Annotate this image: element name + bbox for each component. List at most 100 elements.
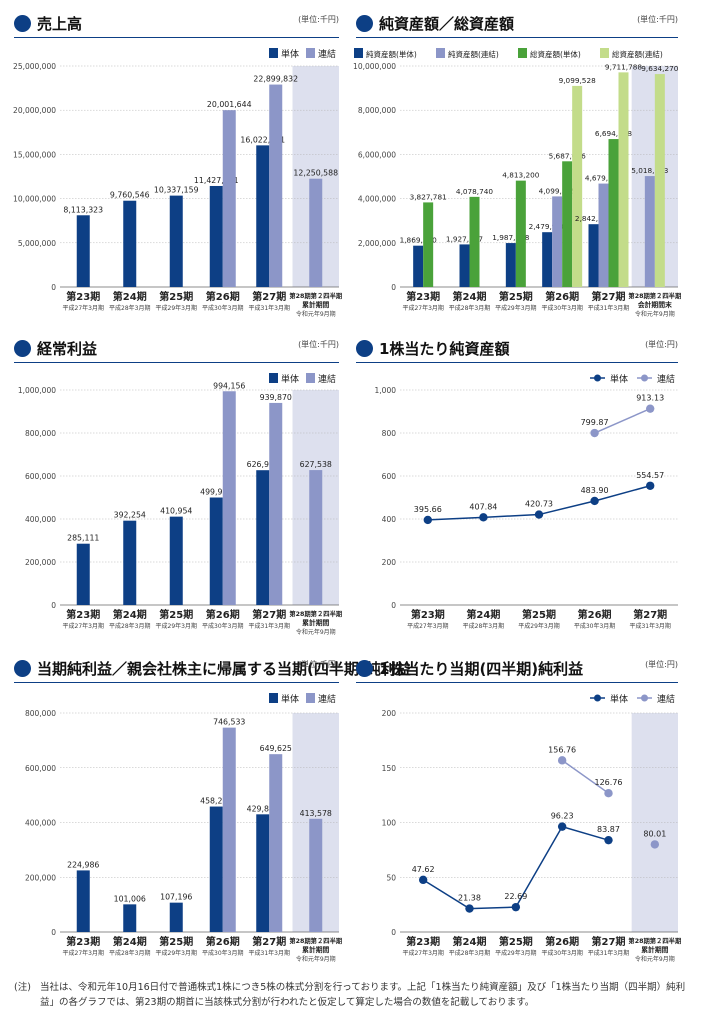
bar-単体 [169, 516, 183, 605]
y-tick-label: 600,000 [25, 472, 56, 481]
legend-marker [594, 374, 601, 382]
bar-data-label: 499,935 [200, 488, 232, 497]
bar-単体 [256, 470, 270, 605]
x-subcategory-label: 平成27年3月期 [407, 622, 448, 630]
x-subcategory-label: 令和元年9月期 [635, 310, 675, 318]
x-subcategory-label: 平成31年3月期 [629, 622, 670, 630]
bar-data-label: 4,078,740 [456, 187, 493, 196]
legend-label: 連結 [657, 693, 675, 705]
y-tick-label: 0 [51, 601, 56, 610]
y-tick-label: 150 [382, 764, 397, 773]
chart-panel-bps: 1株当たり純資産額 (単位:円) 連結 単体 0 200 400 600 800 1,000 第23… [356, 335, 678, 650]
bar-data-label: 224,986 [67, 860, 99, 869]
bar-data-label: 101,006 [114, 894, 146, 903]
bar-連結 [269, 754, 283, 932]
point-data-label: 47.62 [412, 865, 435, 874]
y-tick-label: 4,000,000 [358, 195, 396, 204]
bar-連結 [309, 178, 323, 287]
x-category-label: 第23期 [411, 608, 445, 621]
x-category-label: 第27期 [252, 608, 286, 621]
bar-総資産額(単体) [562, 161, 573, 287]
legend-swatch [600, 48, 609, 58]
legend-swatch [354, 48, 363, 58]
legend-label: 連結 [657, 373, 675, 385]
y-tick-label: 400 [382, 515, 397, 524]
bar-連結 [222, 110, 236, 287]
bar-単体 [256, 814, 270, 932]
x-subcategory-label: 平成27年3月期 [63, 622, 104, 630]
bar-data-label: 20,001,644 [207, 100, 252, 109]
series-line-連結 [594, 407, 651, 434]
x-subcategory-label: 平成29年3月期 [156, 949, 197, 957]
footnote: (注) 当社は、令和元年10月16日付で普通株式1株につき5株の株式分割を行って… [14, 980, 694, 1010]
bar-data-label: 746,533 [213, 718, 245, 727]
x-subcategory-label: 平成28年3月期 [449, 304, 490, 312]
legend-swatch [436, 48, 445, 58]
data-point-連結 [646, 404, 655, 413]
x-subcategory-label: 平成31年3月期 [588, 304, 629, 312]
point-data-label: 83.87 [597, 825, 620, 834]
data-point-単体 [590, 496, 599, 506]
title-rule [14, 682, 339, 683]
point-data-label: 96.23 [551, 812, 574, 821]
bar-純資産額(単体) [505, 243, 516, 287]
x-subcategory-label: 令和元年9月期 [296, 628, 336, 636]
y-tick-label: 2,000,000 [358, 239, 396, 248]
y-tick-label: 200 [382, 558, 397, 567]
point-data-label: 80.01 [643, 829, 666, 838]
x-category-label: 累計期間 [302, 618, 329, 627]
data-point-単体 [604, 835, 613, 845]
x-subcategory-label: 平成29年3月期 [518, 622, 559, 630]
y-tick-label: 6,000,000 [358, 150, 396, 159]
data-point-単体 [418, 875, 428, 885]
x-subcategory-label: 平成31年3月期 [249, 622, 290, 630]
x-category-label: 累計期間 [302, 945, 329, 954]
x-category-label: 第27期 [252, 935, 286, 948]
data-point-連結 [557, 756, 567, 765]
y-tick-label: 200,000 [25, 873, 56, 882]
bar-data-label: 22,899,832 [253, 75, 298, 84]
x-category-label: 第26期 [545, 290, 579, 303]
bar-純資産額(連結) [552, 196, 563, 287]
bar-単体 [169, 902, 183, 932]
x-category-label: 第24期 [453, 290, 487, 303]
data-point-単体 [479, 513, 488, 522]
bar-data-label: 10,337,159 [154, 186, 199, 195]
point-data-label: 407.84 [469, 502, 497, 511]
bar-data-label: 1,987,938 [492, 233, 529, 242]
legend-swatch [518, 48, 527, 58]
bar-data-label: 5,687,656 [549, 151, 586, 160]
unit-label: (単位:千円) [298, 660, 339, 669]
bar-総資産額(単体) [608, 139, 619, 287]
x-subcategory-label: 平成28年3月期 [109, 304, 150, 312]
x-subcategory-label: 平成30年3月期 [541, 304, 582, 312]
legend-marker [594, 694, 601, 702]
x-subcategory-label: 平成30年3月期 [574, 622, 615, 630]
bar-data-label: 2,842,188 [575, 214, 612, 223]
chart-panel-assets: 純資産額／総資産額 (単位:千円) 総資産額(連結) 総資産額(単体) 純資産額(連結)… [353, 10, 681, 330]
title-bullet-icon [356, 14, 373, 32]
chart-svg-netincome: 連結 単体 0 200,000 400,000 600,000 800,000 第23期平成2… [25, 693, 342, 963]
x-category-label: 第26期 [578, 608, 612, 621]
legend-label: 純資産額(連結) [448, 49, 499, 59]
chart-title-text: 1株当たり当期(四半期)純利益 [379, 659, 584, 678]
x-category-label: 第25期 [159, 290, 193, 303]
unit-label: (単位:千円) [298, 15, 339, 24]
bar-純資産額(単体) [413, 245, 424, 287]
title-rule [356, 682, 678, 683]
title-rule [356, 362, 678, 363]
bar-data-label: 285,111 [67, 534, 99, 543]
x-category-label: 第25期 [499, 935, 533, 948]
bar-data-label: 9,099,528 [559, 76, 596, 85]
bar-総資産額(連結) [618, 72, 629, 288]
legend-label: 単体 [610, 373, 628, 385]
y-tick-label: 100 [382, 819, 397, 828]
point-data-label: 420.73 [525, 500, 553, 509]
x-subcategory-label: 令和元年9月期 [296, 955, 336, 963]
x-subcategory-label: 平成27年3月期 [402, 949, 443, 957]
bar-data-label: 1,869,510 [400, 236, 437, 245]
title-bullet-icon [14, 659, 31, 677]
y-tick-label: 0 [391, 928, 396, 937]
bar-data-label: 8,113,323 [63, 205, 103, 214]
bar-単体 [76, 870, 90, 932]
